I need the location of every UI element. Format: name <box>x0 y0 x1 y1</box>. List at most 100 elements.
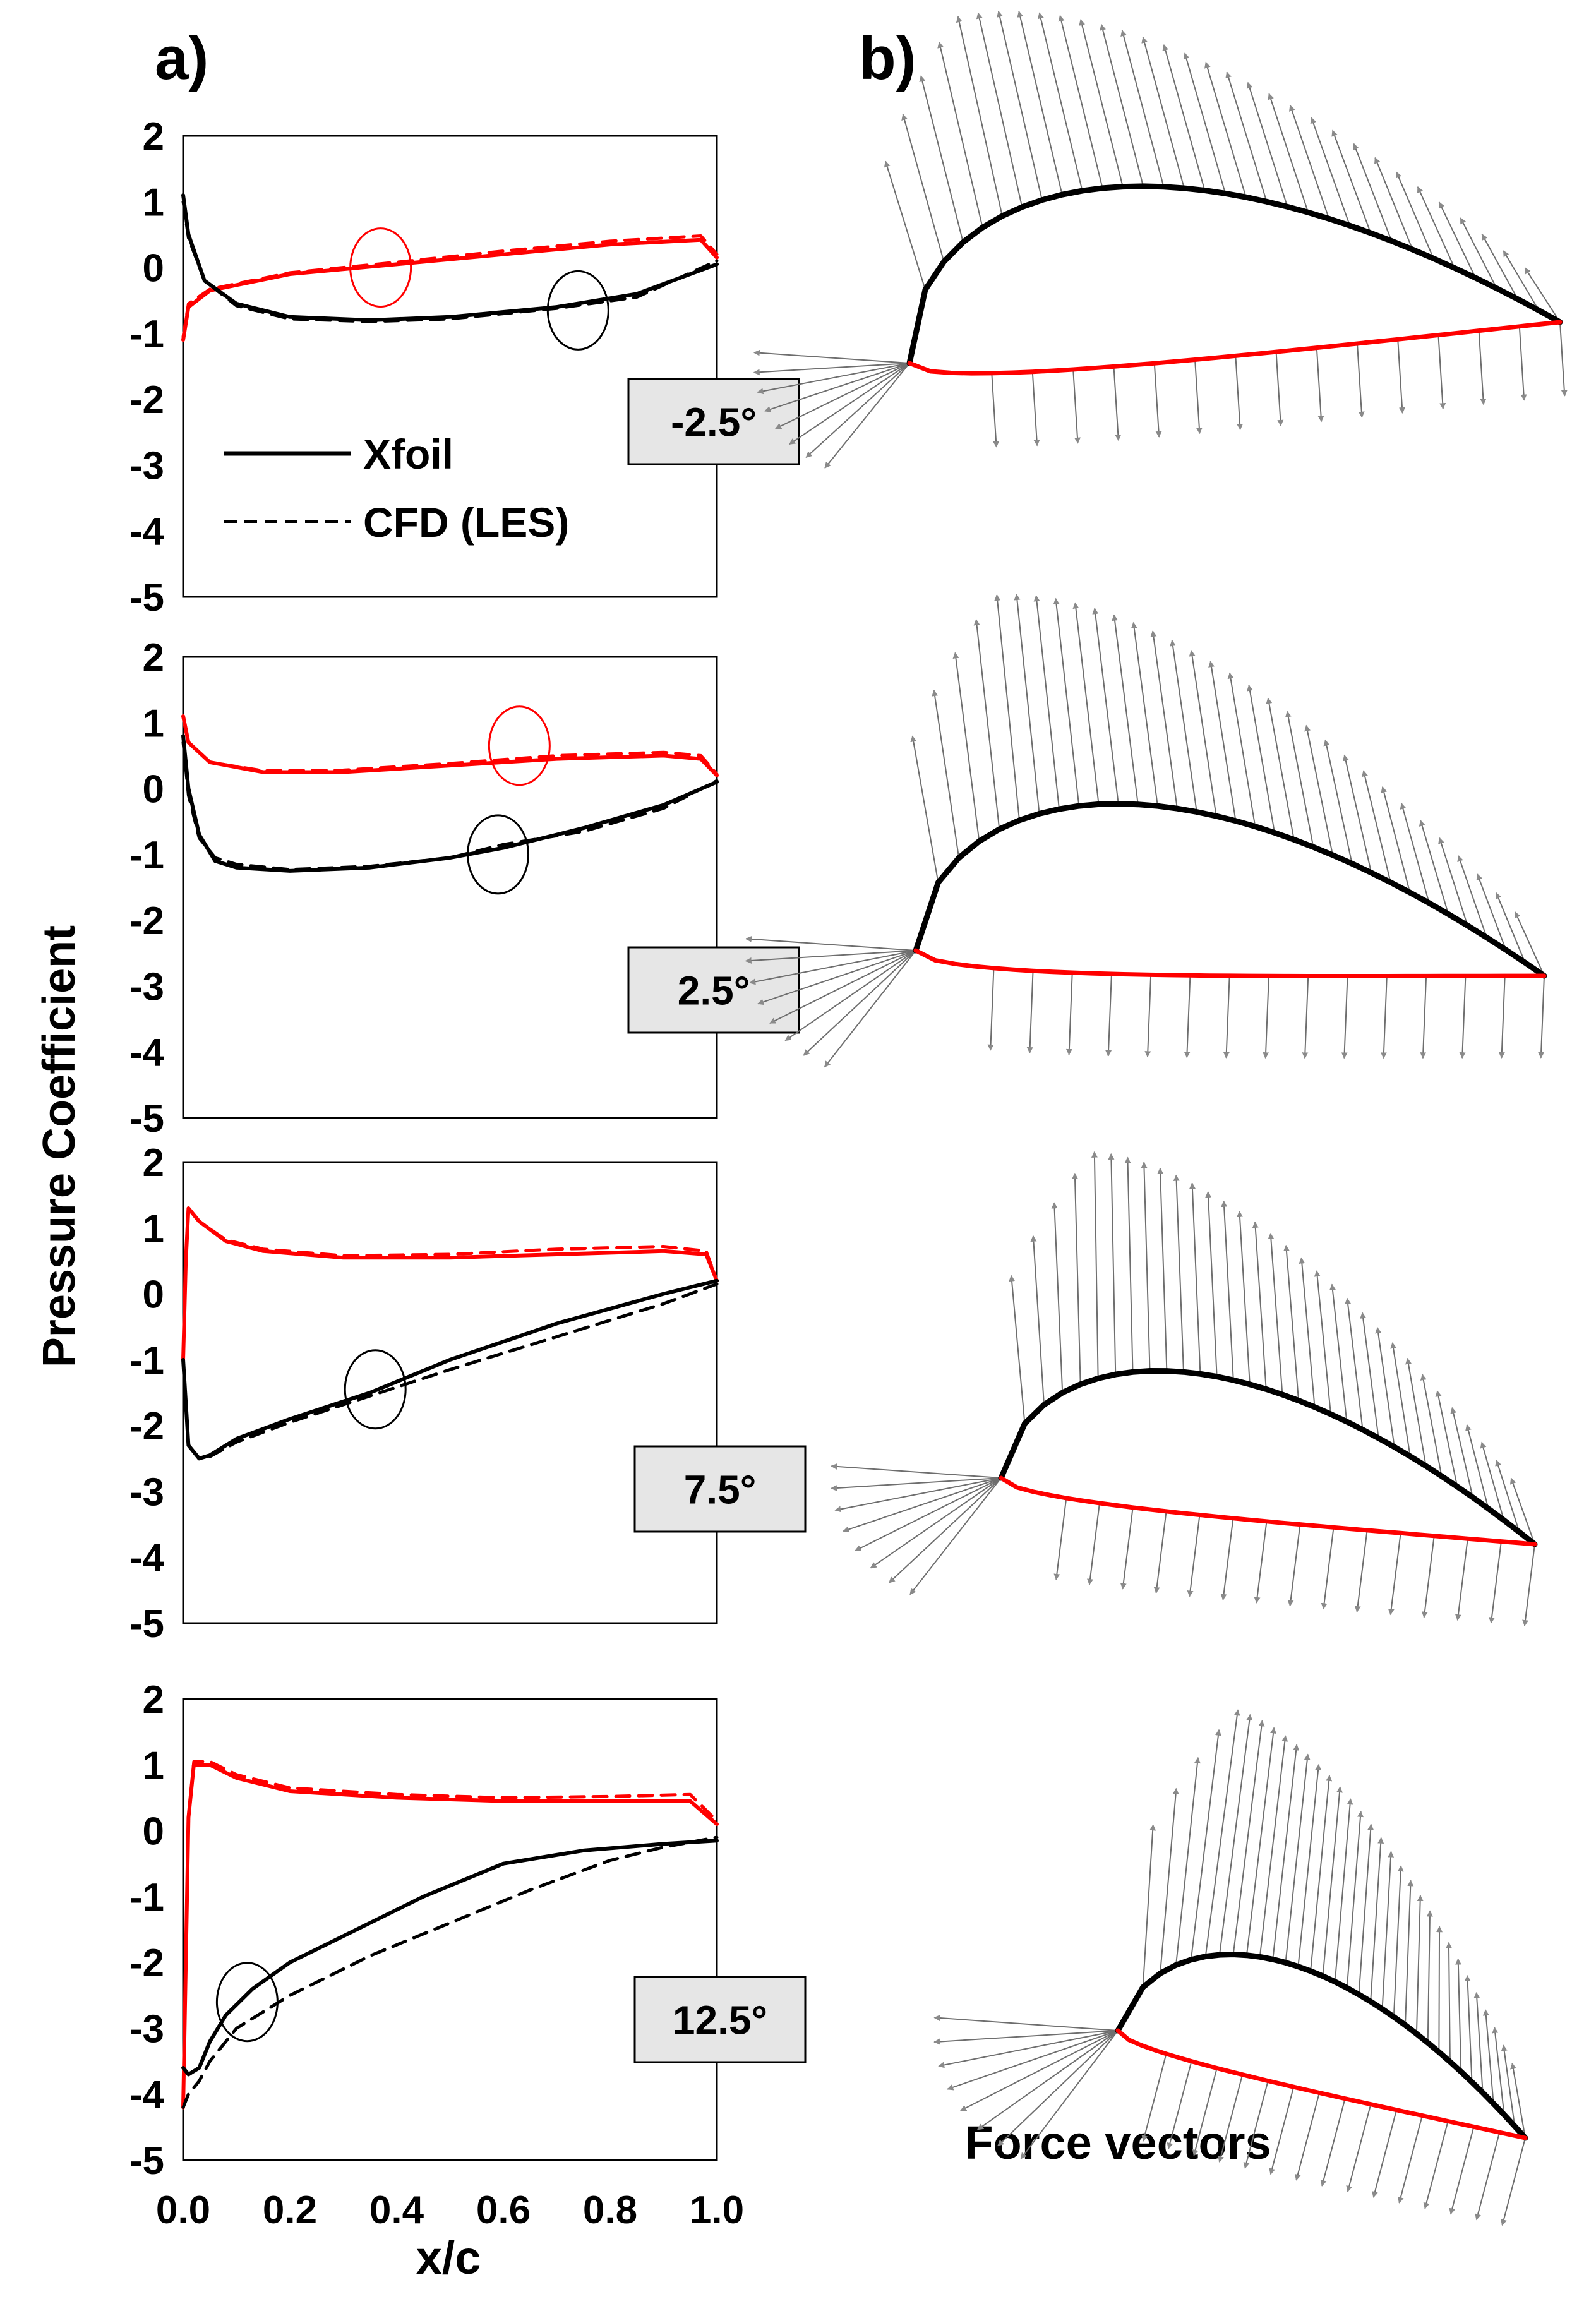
force-vector <box>884 160 926 290</box>
force-vector <box>1476 873 1507 951</box>
y-tick-label: 1 <box>143 1207 164 1251</box>
force-vector <box>977 2030 1119 2130</box>
force-vector <box>1269 2086 1295 2175</box>
force-vector <box>1235 356 1244 431</box>
force-vector <box>1322 1786 1343 1976</box>
force-vector <box>1014 594 1040 814</box>
force-vector <box>1009 1275 1026 1424</box>
x-tick-label: 1.0 <box>690 2188 744 2232</box>
force-vector <box>805 363 910 459</box>
force-vector <box>757 950 916 1005</box>
force-vector <box>1405 1357 1427 1467</box>
force-vector <box>901 114 945 262</box>
cp-panel: 2 1 0 -1 -2 -3 -4 -5 7.5° <box>129 1141 807 1646</box>
force-vector <box>1435 1390 1458 1487</box>
force-vector <box>1026 971 1034 1054</box>
force-vector <box>1353 143 1393 241</box>
airfoil-pressure-side <box>907 320 1563 376</box>
y-tick-label: -4 <box>129 1537 165 1580</box>
force-vector <box>843 1477 1002 1533</box>
force-vector <box>834 1477 1002 1513</box>
force-vector <box>1341 976 1348 1059</box>
force-vector <box>1380 976 1388 1059</box>
y-tick-label: -2 <box>129 1405 164 1448</box>
airfoil-suction-side <box>913 801 1547 979</box>
airfoil-body <box>1001 1371 1535 1544</box>
plot-frame <box>182 135 718 598</box>
force-vector <box>991 373 1000 448</box>
force-vector <box>1459 976 1467 1059</box>
force-vector <box>987 968 995 1051</box>
force-vector <box>956 16 1003 217</box>
airfoil-suction-side <box>1115 1951 1528 2141</box>
force-vector <box>1072 1172 1081 1384</box>
force-vector <box>1072 602 1100 805</box>
legend-xfoil-label: Xfoil <box>363 431 453 477</box>
force-vector <box>1030 1235 1045 1405</box>
force-vector <box>1345 1297 1364 1430</box>
series-line-red-xfoil <box>181 714 719 777</box>
force-vector <box>1323 739 1353 864</box>
airfoil-suction-side <box>998 1367 1538 1547</box>
force-vector <box>1087 1503 1100 1585</box>
force-vector <box>1141 36 1185 189</box>
force-vector <box>1105 973 1112 1057</box>
force-vector <box>1302 976 1309 1059</box>
force-vector <box>933 2015 1119 2031</box>
force-vector <box>1388 1533 1401 1616</box>
force-vector <box>1346 1810 1364 1988</box>
force-vector <box>1153 1511 1167 1594</box>
force-vector <box>1381 786 1411 893</box>
angle-label: -2.5° <box>671 400 757 445</box>
force-vector <box>1112 614 1139 805</box>
force-vector <box>1225 71 1268 202</box>
force-vector <box>769 950 916 1024</box>
force-vector <box>789 363 910 445</box>
y-tick-label: -5 <box>129 1097 164 1141</box>
y-tick-label: 2 <box>143 1141 164 1185</box>
force-vector <box>1142 1824 1156 1988</box>
force-vector <box>960 2030 1119 2111</box>
force-vector <box>1455 1539 1468 1621</box>
force-vector <box>1522 1544 1535 1627</box>
force-vector <box>745 935 916 951</box>
airfoil-body <box>1118 1954 1525 2138</box>
angle-label: 7.5° <box>684 1467 757 1513</box>
force-vector <box>1141 1162 1151 1371</box>
y-tick-label: 1 <box>143 181 164 224</box>
force-vector <box>1192 2068 1218 2156</box>
force-vector <box>831 1477 1002 1491</box>
force-vector <box>1478 330 1487 405</box>
y-tick-label: -4 <box>129 510 165 554</box>
force-vector <box>1334 1798 1353 1982</box>
x-tick-label: 0.4 <box>369 2188 424 2232</box>
force-vector <box>994 594 1021 820</box>
highlight-circle <box>467 814 530 895</box>
highlight-circle <box>349 227 412 308</box>
force-vector <box>1455 1958 1462 2072</box>
highlight-circle <box>546 270 609 351</box>
series-line-black-xfoil <box>181 1839 719 2077</box>
force-vector <box>1509 1477 1535 1545</box>
force-vector <box>1275 352 1284 426</box>
force-vector <box>764 363 910 412</box>
force-vector <box>1501 2044 1516 2127</box>
series-line-black-cfd <box>181 200 719 323</box>
force-vector <box>1559 321 1568 397</box>
force-vector <box>757 363 910 395</box>
cp-panel: 2 1 0 -1 -2 -3 -4 -5 2.5° <box>129 636 800 1141</box>
y-tick-label: -1 <box>129 834 164 877</box>
y-tick-label: -2 <box>129 1942 164 1985</box>
angle-box <box>633 1976 807 2063</box>
force-vector <box>952 652 980 842</box>
y-tick-label: -3 <box>129 965 164 1009</box>
airfoil-body <box>916 803 1544 976</box>
force-vector <box>831 1463 1002 1479</box>
force-vector <box>1358 1823 1374 1995</box>
angle-label: 12.5° <box>673 1998 767 2043</box>
force-vector <box>1263 976 1269 1059</box>
force-vector <box>1299 1257 1316 1407</box>
y-tick-label: -3 <box>129 444 164 488</box>
force-vector <box>1259 1735 1288 1957</box>
force-vector <box>1331 129 1372 234</box>
